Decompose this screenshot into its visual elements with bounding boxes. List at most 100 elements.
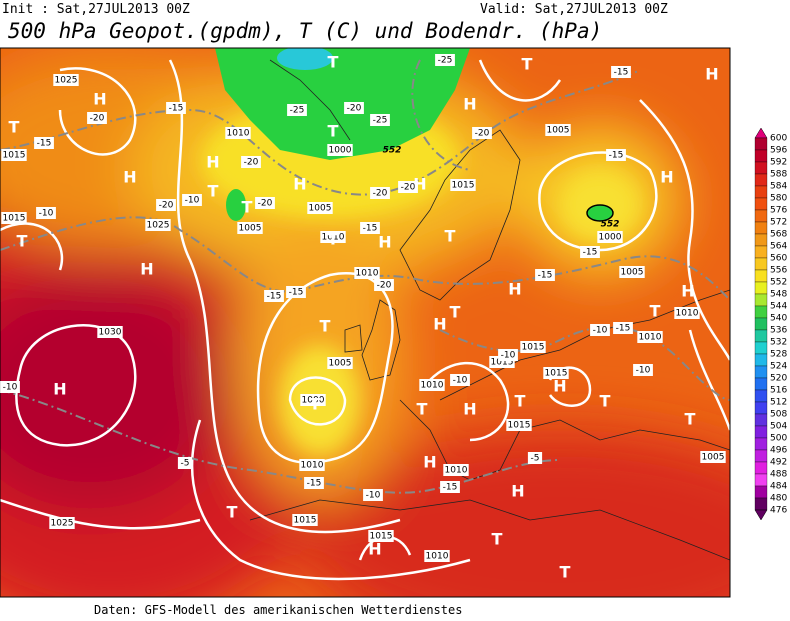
isobar-label-box <box>300 394 326 406</box>
colorbar-cell <box>754 209 768 223</box>
pressure-center: H <box>140 260 153 279</box>
pressure-center: T <box>17 232 28 251</box>
temperature-label-box <box>177 457 193 469</box>
isobar-label: 1010 <box>445 466 468 476</box>
pressure-center: H <box>553 377 566 396</box>
colorbar-cell <box>754 461 768 475</box>
colorbar-label: 596 <box>770 146 787 156</box>
isobar-label: 1025 <box>147 221 170 231</box>
isobar-label-box <box>145 219 171 231</box>
temperature-label-box <box>611 66 631 78</box>
init-time: Init : Sat,27JUL2013 00Z <box>2 2 190 17</box>
pressure-center: T <box>328 230 339 249</box>
pressure-center: T <box>600 392 611 411</box>
colorbar-label: 580 <box>770 194 787 204</box>
temperature-label-box <box>440 481 460 493</box>
temperature-label: -15 <box>616 324 631 334</box>
pressure-center: T <box>492 530 503 549</box>
temperature-label-box <box>633 364 653 376</box>
isobar-label: 1010 <box>639 333 662 343</box>
colorbar-label: 516 <box>770 386 787 396</box>
colorbar-cell <box>754 365 768 379</box>
colorbar-label: 520 <box>770 374 787 384</box>
isobar-label-box <box>1 149 27 161</box>
pressure-center: T <box>242 198 253 217</box>
isobar-label: 1015 <box>522 343 545 353</box>
isobar-label: 1010 <box>356 269 379 279</box>
isobar-label: 1010 <box>426 552 449 562</box>
colorbar-cell <box>754 257 768 271</box>
temperature-label-box <box>344 102 364 114</box>
colorbar-label: 544 <box>770 302 787 312</box>
colorbar-label: 584 <box>770 182 787 192</box>
colorbar-tip-top <box>754 127 768 139</box>
pressure-center: H <box>93 90 106 109</box>
isobar-label-box <box>49 517 75 529</box>
colorbar-label: 528 <box>770 350 787 360</box>
colorbar-cell <box>754 245 768 259</box>
temperature-label: -10 <box>636 366 651 376</box>
pressure-center: H <box>413 175 426 194</box>
pressure-center: H <box>463 95 476 114</box>
pressure-center: T <box>515 392 526 411</box>
temperature-label: -15 <box>443 483 458 493</box>
pressure-center: T <box>208 182 219 201</box>
footer-credit: Daten: GFS-Modell des amerikanischen Wet… <box>94 603 462 617</box>
temperature-label-box <box>34 137 54 149</box>
temperature-label-box <box>156 199 176 211</box>
colorbar-label: 504 <box>770 422 787 432</box>
isobar-label: 1015 <box>545 369 568 379</box>
temperature-label: -15 <box>583 248 598 258</box>
isobar-label: 1010 <box>322 233 345 243</box>
temperature-label: -25 <box>438 56 453 66</box>
cold-spot <box>226 189 246 221</box>
temperature-label-box <box>527 452 543 464</box>
isobar-label: 1010 <box>421 381 444 391</box>
temperature-label: -25 <box>290 106 305 116</box>
temperature-label: -10 <box>501 351 516 361</box>
pressure-center: H <box>660 168 673 187</box>
colorbar-cell <box>754 353 768 367</box>
isobar-label-box <box>327 144 353 156</box>
map-labels: 1025 1015 1010 1000 1005 1015 1025 1015 1005 1000… <box>0 53 726 582</box>
isobar-label: 1005 <box>239 224 262 234</box>
pressure-center: H <box>293 175 306 194</box>
colorbar-cell <box>754 233 768 247</box>
colorbar-label: 492 <box>770 458 787 468</box>
isobar-label: 1015 <box>3 214 26 224</box>
temperature-label: -20 <box>377 281 392 291</box>
isobar-label: 1015 <box>294 516 317 526</box>
temperature-label: -15 <box>37 139 52 149</box>
colorbar-cell <box>754 185 768 199</box>
temperature-label: -15 <box>289 288 304 298</box>
colorbar: 600 596 592 588 584 580 576 572 568 564 560 556 552 5… <box>754 127 787 521</box>
temperature-label-box <box>360 222 380 234</box>
colorbar-cell <box>754 197 768 211</box>
isobar-label: 1015 <box>370 532 393 542</box>
temperature-label: -20 <box>244 158 259 168</box>
colorbar-cell <box>754 449 768 463</box>
colorbar-cell <box>754 341 768 355</box>
temperature-label-box <box>182 194 202 206</box>
temperature-label: -15 <box>614 68 629 78</box>
isobar-label: 1005 <box>329 359 352 369</box>
pressure-center: T <box>445 227 456 246</box>
temperature-label-box <box>535 269 555 281</box>
isobar-label-box <box>637 331 663 343</box>
isobar-label: 1025 <box>51 519 74 529</box>
colorbar-label: 588 <box>770 170 787 180</box>
colorbar-cell <box>754 281 768 295</box>
isobar-label-box <box>292 514 318 526</box>
temperature-label: -15 <box>169 104 184 114</box>
isobar-label-box <box>700 451 726 463</box>
pressure-center: T <box>328 122 339 141</box>
isobar-label: 1015 <box>3 151 26 161</box>
pressure-center: T <box>227 503 238 522</box>
pressure-center: H <box>423 453 436 472</box>
temperature-label: -5 <box>531 454 540 464</box>
colorbar-label: 560 <box>770 254 787 264</box>
cold-core-area <box>215 48 470 160</box>
isobar-label-box <box>327 357 353 369</box>
isobar-label-box <box>619 266 645 278</box>
